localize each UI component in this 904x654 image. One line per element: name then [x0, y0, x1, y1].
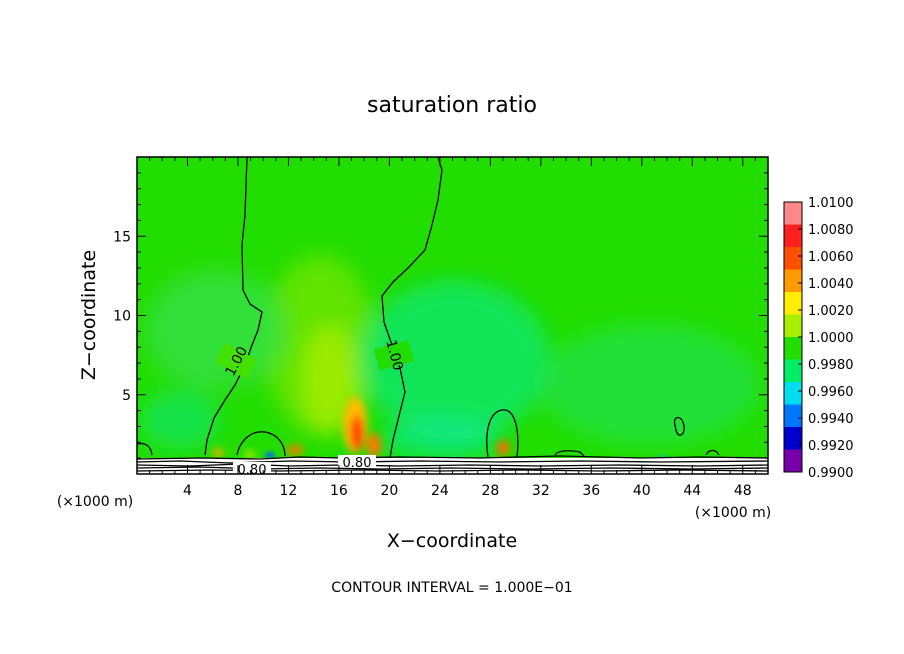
- colorbar-label: 0.9900: [808, 466, 854, 481]
- contour-hump-45: [705, 449, 720, 456]
- contour-label-4: 0.80: [343, 456, 372, 471]
- colorbar-swatch: [784, 427, 802, 450]
- x-tick-label: 28: [481, 483, 499, 499]
- contour-left-edge: [137, 442, 153, 456]
- colorbar-swatch: [784, 382, 802, 405]
- colorbar-label: 1.0100: [808, 196, 854, 211]
- y-tick-label: 15: [113, 229, 131, 245]
- colorbar-swatch: [784, 449, 802, 473]
- x-unit-right: (×1000 m): [695, 505, 771, 521]
- x-tick-label: 12: [280, 483, 298, 499]
- colorbar-label: 1.0040: [808, 277, 854, 292]
- x-unit-left: (×1000 m): [57, 494, 133, 510]
- x-tick-label: 40: [633, 483, 651, 499]
- colorbar-swatch: [784, 269, 802, 293]
- colorbar-swatch: [784, 292, 802, 315]
- x-tick-label: 4: [183, 483, 192, 499]
- colorbar-label: 0.9920: [808, 439, 854, 454]
- chart-title: saturation ratio: [367, 93, 537, 118]
- field-shading: [140, 255, 760, 460]
- plot-area: 1.00 1.00 0.80 0.80: [137, 157, 768, 478]
- colorbar-swatch: [784, 224, 802, 248]
- contour-small-42: [673, 416, 685, 436]
- colorbar-label: 1.0060: [808, 250, 854, 265]
- contour-hump-34: [554, 450, 585, 457]
- x-tick-label: 24: [431, 483, 449, 499]
- contour-blob-28: [486, 409, 519, 458]
- colorbar-swatch: [784, 202, 802, 225]
- x-tick-label: 16: [330, 483, 348, 499]
- x-tick-label: 44: [683, 483, 701, 499]
- supersaturation-peaks: [212, 397, 509, 458]
- colorbar-swatch: [784, 247, 802, 270]
- colorbar-label: 0.9960: [808, 385, 854, 400]
- x-tick-label: 36: [582, 483, 600, 499]
- x-axis-label: X−coordinate: [387, 530, 517, 552]
- colorbar-label: 0.9940: [808, 412, 854, 427]
- x-tick-label: 20: [380, 483, 398, 499]
- contour-interval-note: CONTOUR INTERVAL = 1.000E−01: [331, 580, 572, 596]
- colorbar-label: 1.0080: [808, 223, 854, 238]
- colorbar: 1.0100 1.0080 1.0060 1.0040 1.0020 1.0000 0.99…: [783, 196, 854, 481]
- contour-right-1.00: [381, 157, 443, 459]
- y-axis-label: Z−coordinate: [78, 250, 100, 380]
- y-tick-label: 5: [122, 388, 131, 404]
- colorbar-swatch: [784, 359, 802, 383]
- colorbar-label: 1.0000: [808, 331, 854, 346]
- contour-blob-10: [236, 431, 286, 457]
- contour-label-2: 1.00: [382, 338, 406, 372]
- x-tick-label: 48: [734, 483, 752, 499]
- colorbar-label: 0.9980: [808, 358, 854, 373]
- colorbar-swatch: [784, 314, 802, 338]
- x-tick-label: 8: [233, 483, 242, 499]
- y-tick-label: 10: [113, 309, 131, 325]
- y-axis: 5 10 15: [113, 172, 768, 459]
- contour-label-3: 0.80: [238, 463, 267, 478]
- contour-lines: [137, 157, 720, 459]
- colorbar-swatch: [784, 404, 802, 428]
- colorbar-label: 1.0020: [808, 304, 854, 319]
- x-axis: 4 8 12 16 20 24 28 32 36 40 44 48: [149, 157, 756, 499]
- x-tick-label: 32: [532, 483, 550, 499]
- colorbar-swatch: [784, 337, 802, 360]
- contour-left-1.00: [204, 157, 263, 456]
